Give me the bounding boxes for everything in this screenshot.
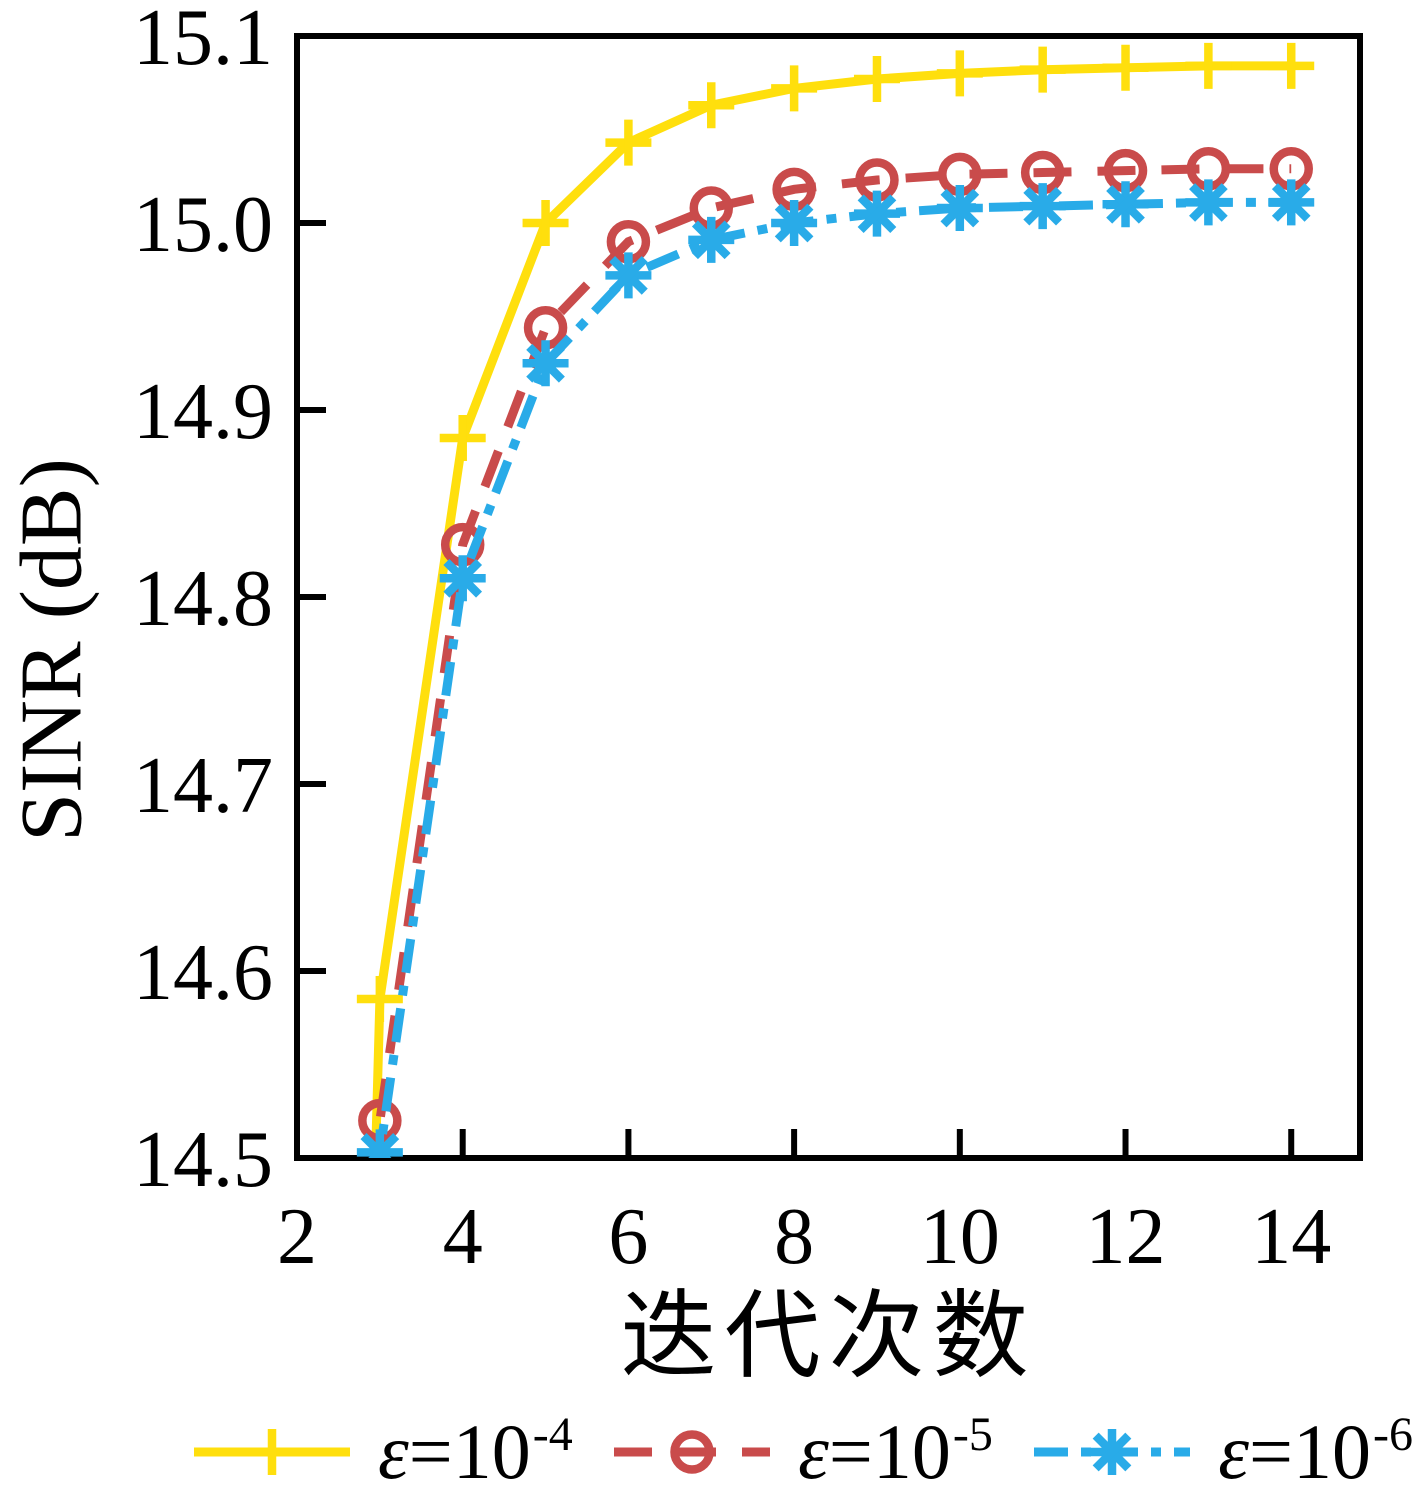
plot-frame: [294, 33, 1363, 1161]
series-line-1: [372, 164, 1292, 1158]
legend-swatch-asterisk-line-icon: [1034, 1429, 1191, 1475]
y-tick-label: 15.1: [133, 0, 273, 82]
x-tick-label: 6: [608, 1193, 648, 1281]
y-tick-label: 14.8: [133, 555, 273, 643]
legend-swatch-circle-line-icon: [614, 1430, 771, 1474]
marker-asterisk-d2: [1023, 186, 1063, 226]
marker-asterisk-d2: [1189, 183, 1228, 222]
data-point-marker: [853, 56, 900, 103]
marker-asterisk-d2: [774, 203, 814, 243]
data-point-marker: [936, 50, 983, 97]
data-point-marker: [522, 340, 569, 387]
marker-asterisk-d2: [1092, 1432, 1132, 1472]
x-tick-label: 4: [443, 1193, 483, 1281]
y-tick-label: 14.5: [133, 1116, 273, 1204]
legend-marker: [670, 1430, 714, 1474]
y-axis-title: SINR (dB): [3, 458, 101, 842]
marker-asterisk-d2: [443, 558, 483, 598]
data-point-marker: [1102, 181, 1149, 228]
legend-label-epsilon: ε: [378, 1408, 409, 1495]
data-point-marker: [771, 65, 818, 112]
data-point-marker: [1185, 42, 1232, 89]
series-line-0: [371, 61, 1292, 1158]
series-2: [356, 179, 1315, 1158]
legend-label: ε=10-4: [378, 1411, 573, 1491]
y-tick-label: 14.9: [133, 368, 273, 456]
legend-item-eps-1e-6: ε=10-6: [1032, 1411, 1413, 1491]
data-point-marker: [853, 190, 900, 237]
legend-label: ε=10-5: [798, 1411, 993, 1491]
legend-label-exponent: -5: [952, 1408, 993, 1461]
data-point-marker: [688, 216, 735, 263]
legend-label-base: =10: [828, 1408, 951, 1495]
legend-item-eps-1e-5: ε=10-5: [612, 1411, 993, 1491]
legend-label-base: =10: [408, 1408, 531, 1495]
x-axis-title: 迭代次数: [620, 1283, 1037, 1390]
x-tick-label: 2: [277, 1193, 317, 1281]
x-tick-label: 8: [774, 1193, 814, 1281]
legend-label: ε=10-6: [1218, 1411, 1413, 1491]
data-point-marker: [522, 200, 569, 246]
y-tick-label: 14.7: [133, 742, 273, 830]
legend-label-base: =10: [1249, 1408, 1371, 1495]
data-point-marker: [439, 555, 486, 602]
marker-asterisk-d2: [1271, 183, 1311, 222]
marker-asterisk-d2: [691, 220, 731, 260]
marker-asterisk-d2: [526, 343, 565, 383]
data-point-marker: [1019, 46, 1066, 93]
marker-asterisk-d2: [1106, 184, 1145, 224]
data-point-marker: [936, 185, 983, 232]
y-tick-label: 14.6: [133, 929, 273, 1017]
legend-swatch-plus-line-icon: [194, 1429, 350, 1475]
data-point-marker: [1185, 179, 1232, 226]
x-tick-label: 14: [1251, 1193, 1331, 1281]
legend-swatch-art: [194, 1429, 350, 1475]
data-point-marker: [1268, 179, 1315, 226]
legend-label-exponent: -4: [532, 1408, 573, 1461]
legend-label-epsilon: ε: [798, 1408, 829, 1495]
x-tick-label: 12: [1086, 1193, 1166, 1281]
data-point-marker: [688, 82, 735, 129]
data-point-marker: [439, 415, 486, 462]
legend-label-exponent: -6: [1373, 1408, 1413, 1461]
x-tick-label: 10: [920, 1193, 1000, 1281]
marker-asterisk-d2: [940, 188, 980, 228]
marker-asterisk-d2: [857, 194, 897, 233]
marker-circle: [670, 1430, 714, 1474]
series-1: [358, 147, 1313, 1158]
data-point-marker: [605, 252, 652, 299]
legend-marker: [249, 1429, 295, 1475]
legend-swatch-art: [1034, 1429, 1191, 1475]
marker-asterisk-d2: [609, 256, 648, 295]
data-point-marker: [771, 200, 818, 246]
data-point-marker: [605, 119, 652, 166]
series-0: [356, 42, 1315, 1158]
data-point-marker: [1102, 44, 1149, 91]
legend-marker: [1089, 1429, 1136, 1475]
marker-asterisk-d2: [368, 1133, 400, 1158]
data-point-marker: [1268, 42, 1315, 89]
legend: ε=10-4 ε=10-5 ε=10-6: [192, 1404, 1413, 1500]
legend-label-epsilon: ε: [1218, 1408, 1249, 1495]
y-tick-label: 15.0: [133, 181, 273, 269]
data-point-marker: [1019, 183, 1066, 230]
data-point-marker: [356, 976, 403, 1023]
data-point-marker: [356, 1129, 403, 1158]
legend-swatch-art: [614, 1430, 771, 1474]
legend-item-eps-1e-4: ε=10-4: [192, 1411, 573, 1491]
series-line-2: [374, 197, 1292, 1158]
